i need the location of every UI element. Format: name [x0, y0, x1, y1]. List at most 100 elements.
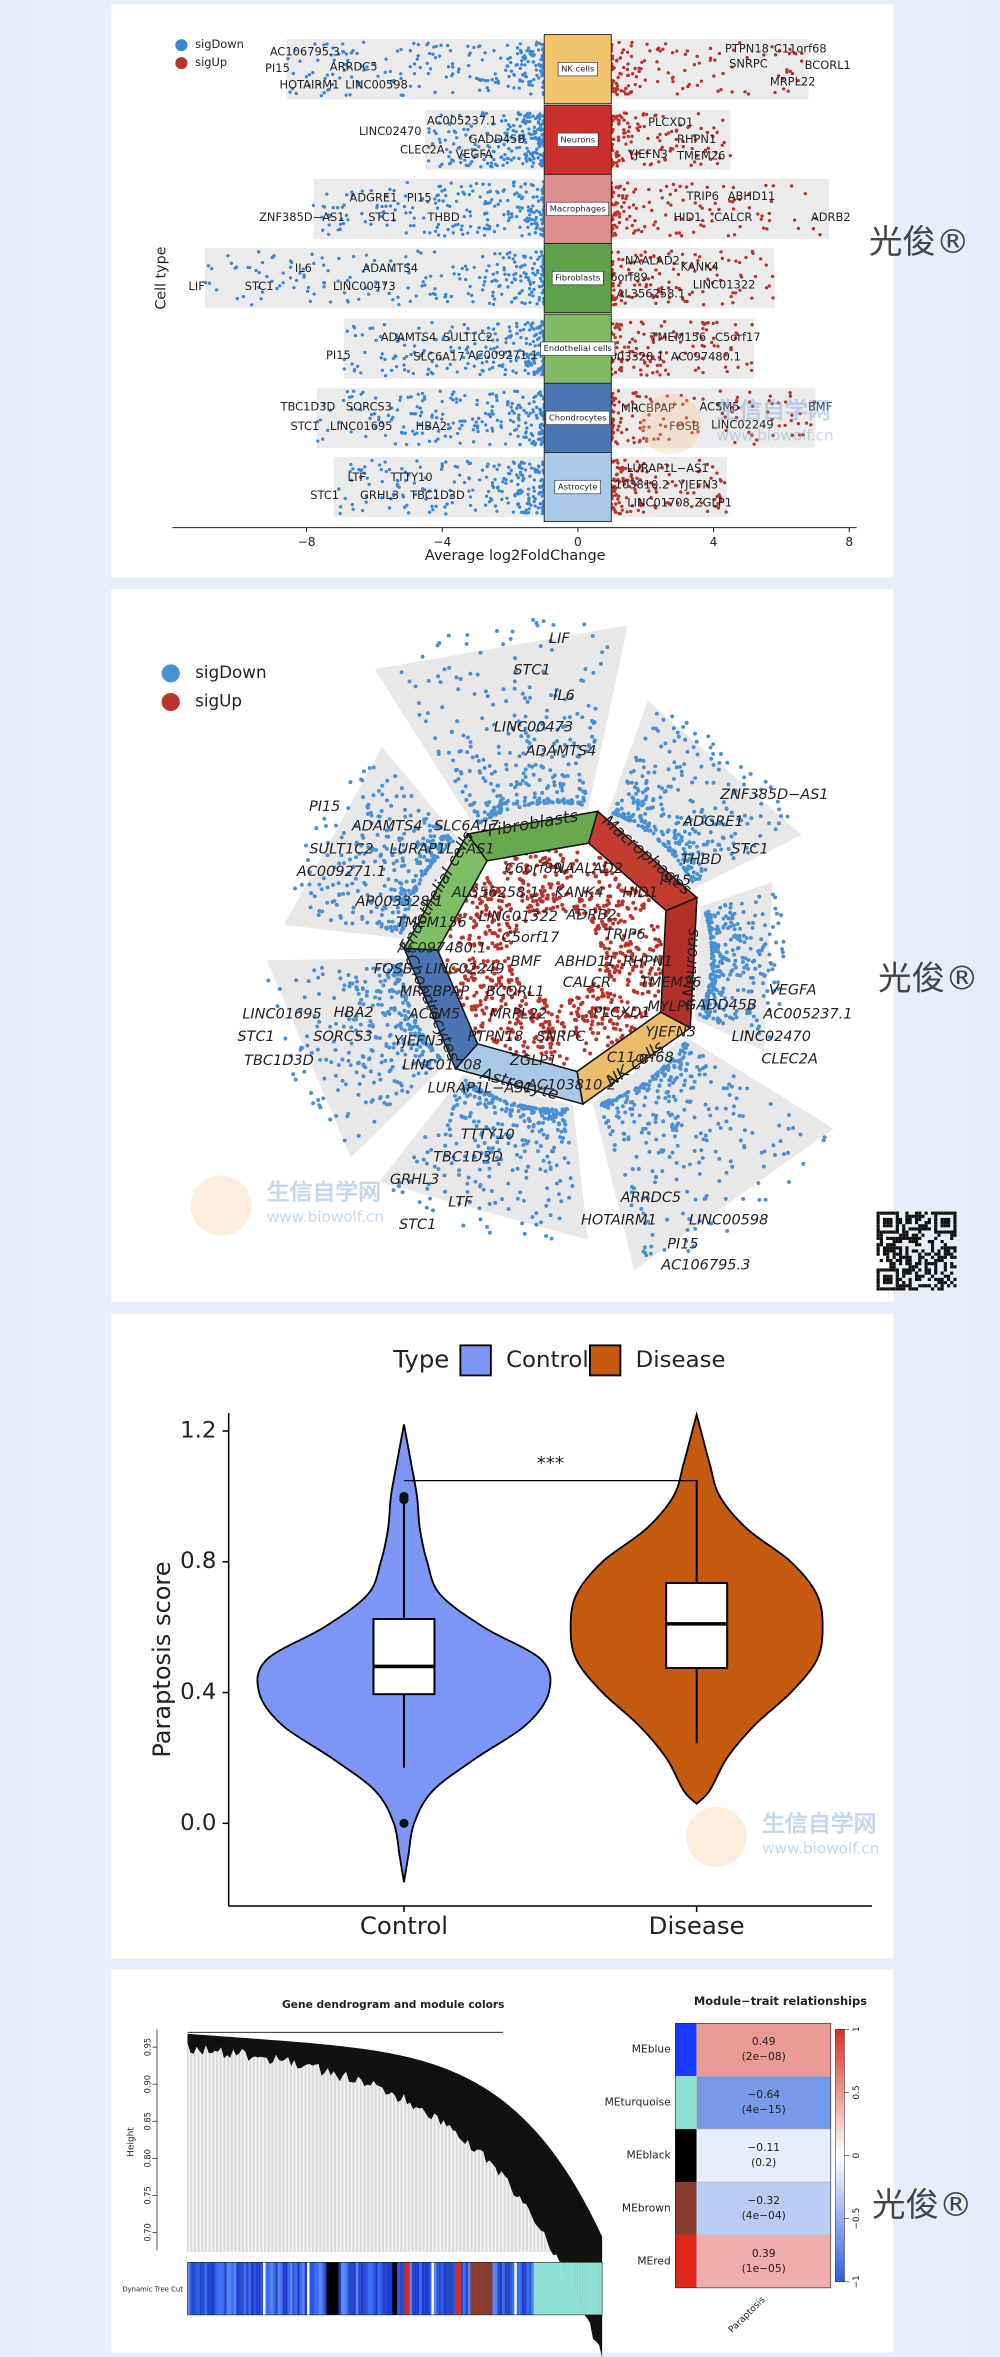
- dot: [610, 262, 615, 267]
- dot: [773, 827, 778, 832]
- gene-label: KANK4: [680, 260, 718, 274]
- dot: [210, 266, 214, 271]
- dot: [488, 392, 492, 396]
- dot: [664, 351, 669, 355]
- dot: [540, 74, 544, 78]
- dot: [767, 952, 772, 957]
- dot: [656, 837, 661, 842]
- dot: [288, 265, 293, 269]
- gene-label: PI15: [265, 61, 290, 75]
- dot: [691, 745, 696, 750]
- dot: [465, 632, 470, 637]
- dot: [306, 289, 310, 293]
- dot: [728, 1126, 733, 1131]
- qr-cell: [902, 1274, 906, 1278]
- dot: [642, 204, 646, 209]
- dot: [477, 275, 482, 280]
- dot: [528, 300, 532, 305]
- dot: [616, 1110, 621, 1114]
- dot: [389, 406, 394, 410]
- dot: [687, 1051, 692, 1056]
- dot: [649, 923, 654, 928]
- dot: [611, 114, 616, 118]
- dot: [524, 508, 528, 512]
- gene-label: STC1: [368, 210, 397, 224]
- dot: [623, 92, 628, 96]
- dot: [734, 1015, 739, 1020]
- dot: [626, 129, 631, 134]
- dot: [687, 1100, 692, 1105]
- dot: [751, 921, 755, 925]
- dot: [762, 53, 766, 57]
- dot: [743, 956, 748, 961]
- dot: [380, 420, 384, 425]
- dot: [408, 813, 413, 818]
- dot: [679, 234, 684, 238]
- dot: [392, 79, 396, 83]
- qr-cell: [930, 1246, 935, 1250]
- dot: [768, 1102, 773, 1106]
- dot: [631, 800, 636, 805]
- qr-cell: [898, 1287, 903, 1291]
- dot: [530, 267, 535, 271]
- dot: [524, 341, 529, 346]
- qr-cell: [889, 1249, 893, 1253]
- dot: [473, 148, 477, 152]
- dot: [616, 411, 621, 415]
- dot: [528, 213, 532, 217]
- dot: [659, 324, 664, 328]
- dot: [698, 1131, 703, 1136]
- dot: [617, 424, 621, 428]
- dot: [697, 1072, 702, 1077]
- qr-cell: [902, 1281, 906, 1285]
- qr-cell: [908, 1227, 912, 1231]
- dot: [527, 157, 532, 161]
- qr-cell: [927, 1217, 931, 1222]
- dot: [496, 744, 501, 749]
- dot: [577, 778, 582, 783]
- dot: [540, 431, 545, 435]
- dot: [560, 788, 565, 793]
- dot: [361, 795, 366, 799]
- dot: [764, 263, 768, 267]
- dot: [434, 131, 438, 136]
- qr-cell: [876, 1230, 880, 1234]
- dot: [537, 144, 542, 149]
- dot: [493, 162, 498, 166]
- dot: [462, 127, 466, 132]
- qr-cell: [876, 1217, 880, 1222]
- qr-cell: [908, 1221, 912, 1225]
- dot: [583, 667, 588, 671]
- dot: [506, 84, 510, 88]
- dot: [580, 1014, 585, 1019]
- dot: [336, 279, 340, 283]
- dot: [476, 758, 481, 763]
- dot: [634, 116, 638, 120]
- dot: [525, 49, 529, 53]
- dot: [765, 227, 769, 231]
- dot: [589, 1022, 594, 1027]
- qr-cell: [905, 1262, 909, 1266]
- dot: [711, 763, 716, 767]
- dot: [338, 505, 343, 509]
- qr-cell: [953, 1217, 957, 1222]
- dot: [709, 920, 714, 925]
- dot: [512, 156, 516, 160]
- gene-label: LTF: [348, 470, 366, 484]
- dot: [728, 199, 732, 203]
- dot: [491, 327, 496, 331]
- dot: [600, 994, 605, 999]
- dot: [457, 146, 461, 150]
- dot: [566, 762, 571, 767]
- dot: [450, 392, 455, 397]
- dot: [458, 426, 462, 431]
- dot: [475, 672, 480, 677]
- dot: [426, 812, 431, 816]
- dot: [705, 185, 709, 189]
- dot: [666, 131, 671, 135]
- qr-cell: [895, 1214, 899, 1218]
- dot: [663, 42, 668, 46]
- dot: [465, 267, 469, 272]
- dot: [509, 479, 514, 483]
- dot: [630, 156, 635, 161]
